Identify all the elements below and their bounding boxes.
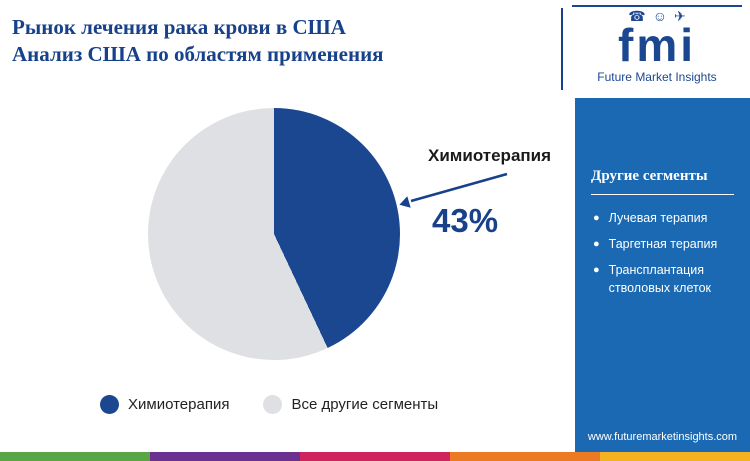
callout-label: Химиотерапия — [428, 146, 552, 165]
footer-stripe — [0, 452, 750, 461]
list-item: ● Трансплантация стволовых клеток — [593, 261, 742, 297]
other-segments-list: ● Лучевая терапия ● Таргетная терапия ● … — [593, 209, 742, 298]
stripe-segment — [0, 452, 150, 461]
page-title: Рынок лечения рака крови в США Анализ СШ… — [12, 14, 384, 69]
list-item-label: Трансплантация стволовых клеток — [608, 263, 711, 296]
list-item-label: Таргетная терапия — [608, 237, 718, 252]
stripe-segment — [150, 452, 300, 461]
legend-swatch — [100, 395, 119, 414]
page-title-line1: Рынок лечения рака крови в США — [12, 15, 346, 39]
website-link[interactable]: www.futuremarketinsights.com — [587, 431, 738, 443]
list-item: ● Лучевая терапия — [593, 209, 742, 227]
page-title-line2: Анализ США по областям применения — [12, 42, 384, 67]
sidebar-heading: Другие сегменты — [591, 168, 734, 195]
legend-swatch — [263, 395, 283, 414]
logo-icon-row: ☎ ☺ ✈ — [572, 5, 742, 24]
header-divider — [561, 8, 563, 90]
legend-label: Химиотерапия — [128, 396, 230, 413]
fmi-logo: ☎ ☺ ✈ fmi Future Market Insights — [572, 5, 742, 84]
chart-legend: Химиотерапия Все другие сегменты — [100, 395, 438, 414]
logo-tagline: Future Market Insights — [597, 69, 717, 84]
logo-wordmark: fmi — [618, 19, 696, 71]
legend-label: Все другие сегменты — [291, 396, 439, 413]
person-icon: ☺ — [652, 8, 667, 24]
bullet-icon: ● — [593, 238, 600, 251]
list-item-label: Лучевая терапия — [608, 211, 708, 225]
plane-icon: ✈ — [674, 8, 686, 24]
sidebar: Другие сегменты ● Лучевая терапия ● Тарг… — [575, 98, 750, 452]
stripe-segment — [300, 452, 450, 461]
bullet-icon: ● — [593, 212, 600, 224]
callout-percent-value: 43% — [432, 202, 499, 239]
callout-arrow-icon — [399, 172, 508, 208]
stripe-segment — [450, 452, 600, 461]
list-item: ● Таргетная терапия — [593, 235, 742, 253]
bullet-icon: ● — [593, 264, 600, 277]
phone-icon: ☎ — [628, 8, 646, 24]
stripe-segment — [600, 452, 750, 461]
pie-chart — [148, 108, 400, 360]
legend-item: Химиотерапия — [100, 395, 229, 414]
legend-item: Все другие сегменты — [263, 395, 438, 414]
